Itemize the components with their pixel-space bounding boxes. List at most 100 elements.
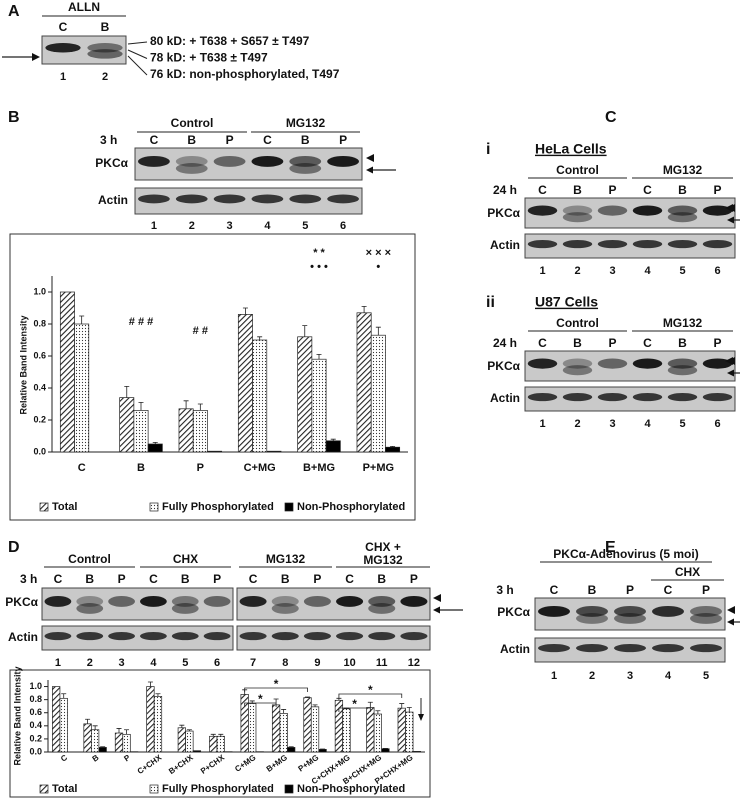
lane-number: 3: [227, 220, 233, 232]
band: [271, 603, 299, 614]
legend-label: Non-Phosphorylated: [297, 501, 405, 513]
error-bar: [399, 703, 405, 709]
bar: [147, 443, 163, 453]
lane-number: 3: [627, 670, 633, 682]
band-annotation: 76 kD: non-phosphorylated, T497: [150, 67, 340, 81]
bar: [74, 323, 90, 453]
row-label: PKCα: [497, 605, 530, 619]
lane-label: C: [664, 583, 673, 597]
group-label: Control: [556, 316, 599, 330]
bar: [178, 408, 194, 453]
bar: [397, 707, 406, 753]
error-bar: [281, 709, 287, 714]
bar: [366, 707, 375, 753]
band: [138, 156, 170, 167]
band: [702, 205, 733, 216]
lane-label: C: [249, 572, 258, 586]
band: [562, 212, 593, 223]
arrow: [127, 55, 148, 76]
bar: [59, 291, 75, 453]
band: [576, 613, 608, 624]
x-tick-label: C+MG: [233, 753, 257, 774]
bar: [318, 749, 327, 753]
lane-label: B: [301, 133, 310, 147]
row-label: Actin: [98, 193, 128, 207]
group-label: Control: [171, 116, 214, 130]
panel-label: E: [605, 539, 616, 556]
bar: [356, 312, 372, 453]
lane-label: P: [118, 572, 126, 586]
band: [527, 393, 558, 402]
x-tick-label: B: [137, 462, 145, 474]
band: [702, 240, 733, 249]
bar: [325, 440, 341, 453]
lane-label: P: [313, 572, 321, 586]
lane-label: C: [263, 133, 272, 147]
lane-number: 5: [679, 265, 685, 277]
y-tick-label: 1.0: [33, 286, 46, 296]
arrowhead: [727, 618, 734, 626]
band: [44, 632, 72, 641]
lane-label: P: [213, 572, 221, 586]
arrowhead: [32, 53, 40, 61]
group-label: CHX +: [365, 540, 401, 554]
y-axis-label: Relative Band Intensity: [12, 666, 22, 765]
band: [632, 205, 663, 216]
lane-number: 2: [574, 265, 580, 277]
band: [690, 613, 722, 624]
group-label: Control: [68, 552, 111, 566]
y-tick-label: 0.6: [33, 350, 46, 360]
x-tick-label: B+MG: [303, 462, 335, 474]
bar: [266, 450, 282, 453]
error-bar: [155, 693, 161, 697]
legend-swatch: [39, 502, 49, 512]
bar: [385, 446, 401, 453]
lane-label: P: [608, 336, 616, 350]
bar: [98, 747, 107, 753]
x-tick-label: P: [197, 462, 204, 474]
band: [251, 194, 284, 204]
error-bar: [147, 681, 153, 687]
lane-number: 5: [302, 220, 308, 232]
lane-number: 3: [609, 265, 615, 277]
lane-label: B: [377, 572, 386, 586]
band: [239, 596, 267, 607]
lane-label: B: [181, 572, 190, 586]
group-label: MG132: [663, 163, 703, 177]
bar: [83, 723, 92, 753]
lane-label: P: [713, 183, 721, 197]
band: [76, 632, 104, 641]
band: [538, 644, 570, 653]
band: [175, 163, 208, 174]
significance-mark: •: [376, 261, 380, 273]
error-bar: [375, 710, 381, 715]
lane-number: 2: [589, 670, 595, 682]
bar: [237, 314, 253, 453]
lane-label: B: [187, 133, 196, 147]
band: [289, 194, 322, 204]
bar: [297, 336, 313, 453]
bar: [252, 339, 268, 453]
bar: [279, 713, 288, 753]
band: [108, 632, 135, 641]
y-tick-label: 0.0: [29, 746, 42, 756]
band: [108, 596, 135, 607]
band: [76, 603, 104, 614]
error-bar: [183, 400, 189, 409]
band: [336, 596, 364, 607]
band: [336, 632, 364, 641]
band: [271, 632, 299, 641]
significance-mark: • • •: [310, 261, 328, 273]
error-bar: [305, 696, 311, 698]
lane-label: B: [281, 572, 290, 586]
time-label: 24 h: [493, 183, 517, 197]
bar: [303, 697, 312, 753]
band: [632, 358, 663, 369]
band: [203, 632, 231, 641]
row-label: Actin: [490, 238, 520, 252]
bar: [310, 706, 320, 753]
bar: [185, 730, 194, 753]
lane-number: 6: [714, 418, 720, 430]
error-bar: [367, 701, 373, 708]
group-label: MG132: [363, 553, 403, 567]
